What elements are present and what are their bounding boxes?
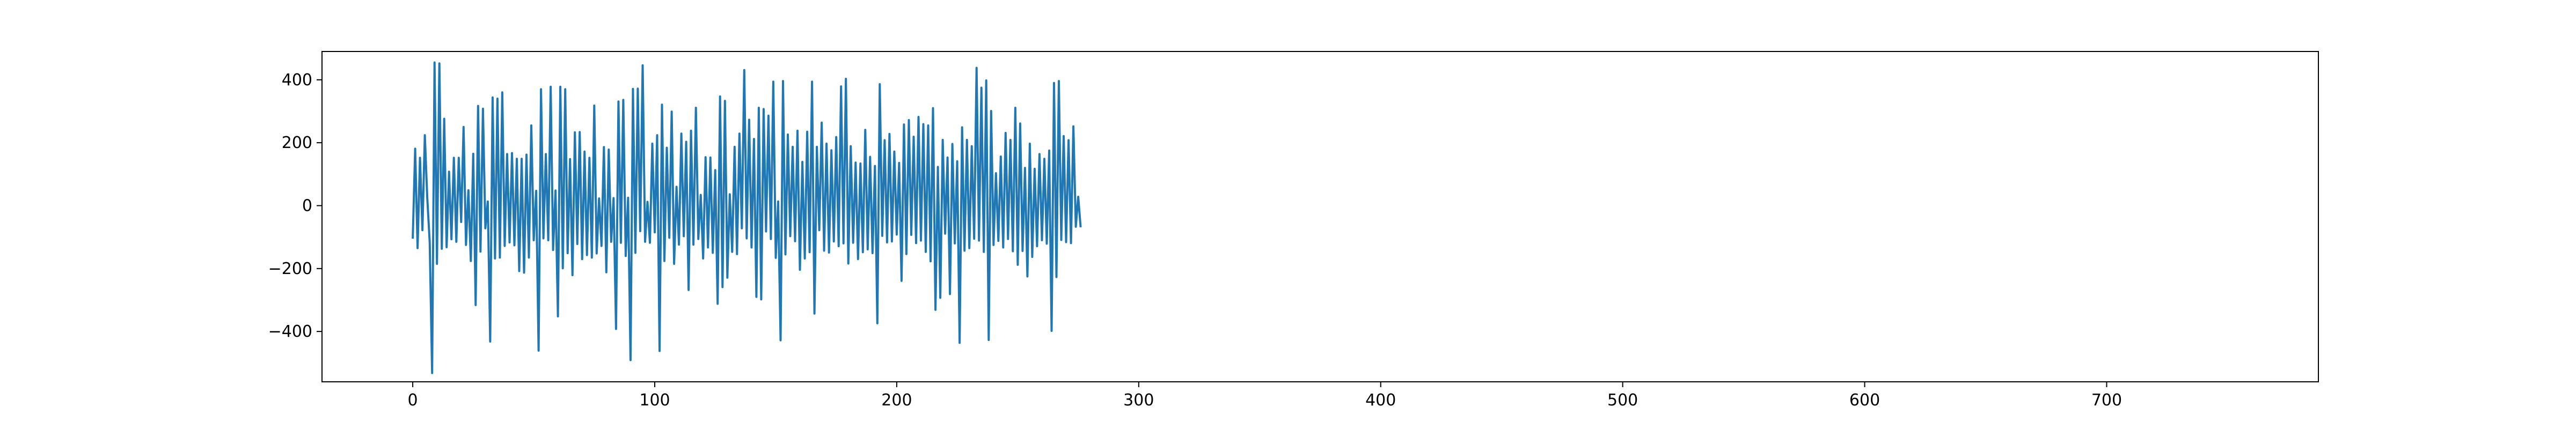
y-axis: −400 −200 0 200 400 [268, 71, 322, 341]
x-tick-label: 600 [1849, 391, 1880, 410]
x-tick-label: 0 [408, 391, 418, 410]
y-tick-label: −400 [268, 322, 312, 341]
plot-frame [321, 51, 2319, 382]
x-tick-label: 700 [2091, 391, 2122, 410]
x-tick-label: 400 [1365, 391, 1396, 410]
x-tick-label: 500 [1607, 391, 1638, 410]
y-tick-label: 0 [302, 196, 312, 215]
x-tick-label: 300 [1123, 391, 1154, 410]
series-layer [412, 61, 1082, 374]
x-tick-label: 200 [881, 391, 912, 410]
series-line-0 [412, 61, 1082, 374]
y-tick-label: 400 [282, 71, 312, 90]
x-axis: 0 100 200 300 400 500 600 700 [408, 382, 2122, 410]
y-tick-label: −200 [268, 260, 312, 278]
x-tick-label: 100 [639, 391, 670, 410]
y-tick-label: 200 [282, 134, 312, 152]
